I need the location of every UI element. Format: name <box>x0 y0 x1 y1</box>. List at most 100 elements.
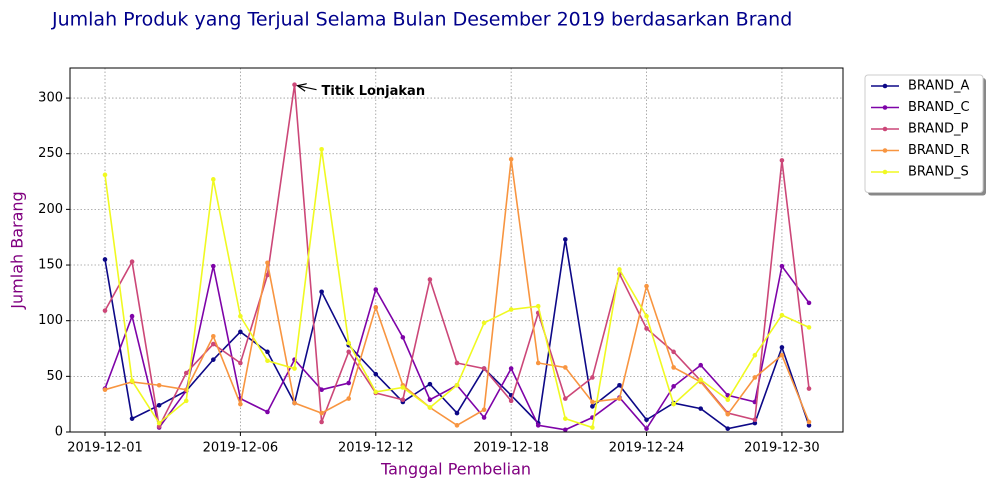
data-point <box>563 416 568 421</box>
data-point <box>129 259 135 264</box>
data-point <box>671 384 676 389</box>
data-point <box>806 300 812 306</box>
data-point <box>156 420 162 426</box>
data-point <box>346 349 351 355</box>
data-point <box>644 426 649 431</box>
series-line <box>104 84 810 429</box>
data-point <box>373 305 379 310</box>
data-point <box>102 257 108 262</box>
legend-label: BRAND_P <box>908 122 969 137</box>
data-point <box>102 308 108 313</box>
data-point <box>400 385 406 390</box>
data-point <box>644 326 649 331</box>
data-point <box>725 426 731 431</box>
data-point <box>211 357 216 362</box>
data-point <box>508 398 514 404</box>
data-point <box>238 360 243 366</box>
data-point <box>292 400 297 406</box>
data-point <box>265 260 270 266</box>
data-point <box>319 387 324 393</box>
data-point <box>752 375 758 380</box>
data-point <box>373 389 379 395</box>
data-point <box>319 419 324 425</box>
data-point <box>454 423 460 428</box>
data-point <box>752 352 758 358</box>
legend-marker <box>882 148 888 153</box>
data-point <box>779 158 785 163</box>
data-point <box>129 313 135 319</box>
data-point <box>644 313 649 319</box>
data-point <box>156 402 162 408</box>
data-point <box>481 407 487 413</box>
data-point <box>806 386 812 391</box>
data-point <box>319 410 324 416</box>
data-point <box>373 371 379 377</box>
data-point <box>725 411 731 417</box>
data-point <box>481 366 487 371</box>
data-point <box>265 349 270 355</box>
data-point <box>590 425 595 430</box>
data-point <box>454 382 460 388</box>
data-point <box>806 423 812 428</box>
data-point <box>454 410 460 416</box>
data-point <box>427 381 433 387</box>
legend-label: BRAND_C <box>908 100 970 115</box>
data-point <box>346 380 351 386</box>
data-point <box>563 365 568 370</box>
data-point <box>102 387 108 393</box>
data-point <box>427 397 433 403</box>
data-point <box>535 423 541 428</box>
data-point <box>427 277 433 282</box>
y-tick-label: 150 <box>38 258 63 273</box>
data-point <box>590 375 595 380</box>
x-axis-label: Tanggal Pembelian <box>380 460 531 479</box>
data-point <box>698 406 703 411</box>
x-tick-label: 2019-12-06 <box>203 441 279 456</box>
data-point <box>183 370 189 376</box>
data-point <box>292 366 297 371</box>
data-point <box>211 333 216 339</box>
legend-label: BRAND_R <box>908 143 970 158</box>
y-tick-label: 50 <box>46 369 63 384</box>
annotation-arrow <box>298 86 317 90</box>
data-point <box>427 405 433 410</box>
data-point <box>725 397 731 403</box>
legend-marker <box>882 83 888 89</box>
data-point <box>644 283 649 289</box>
data-point <box>400 397 406 403</box>
data-point <box>563 396 568 401</box>
data-point <box>156 382 162 388</box>
legend-label: BRAND_A <box>908 79 970 94</box>
data-point <box>129 378 135 384</box>
data-point <box>508 366 514 371</box>
data-point <box>617 396 622 401</box>
data-point <box>563 427 568 433</box>
data-point <box>156 424 162 429</box>
data-point <box>779 263 785 269</box>
y-tick-label: 200 <box>38 202 63 217</box>
data-point <box>481 415 487 420</box>
data-point <box>535 360 541 366</box>
chart-title: Jumlah Produk yang Terjual Selama Bulan … <box>51 9 792 31</box>
series-line <box>104 239 810 430</box>
data-point <box>238 313 243 319</box>
data-point <box>454 360 460 366</box>
legend-box <box>864 74 984 193</box>
data-point <box>183 398 189 404</box>
data-point <box>265 272 270 278</box>
y-tick-label: 0 <box>55 425 63 440</box>
x-tick-label: 2019-12-01 <box>67 441 143 456</box>
plot-frame <box>69 67 844 433</box>
x-tick-label: 2019-12-18 <box>473 441 549 456</box>
y-axis-label: Jumlah Barang <box>8 191 27 309</box>
data-point <box>292 82 297 87</box>
data-point <box>211 341 216 347</box>
data-point <box>752 417 758 423</box>
legend-marker <box>882 169 888 175</box>
data-point <box>102 172 108 178</box>
data-point <box>671 349 676 355</box>
legend-label: BRAND_S <box>908 165 969 180</box>
data-point <box>238 329 243 335</box>
data-point <box>698 377 703 382</box>
